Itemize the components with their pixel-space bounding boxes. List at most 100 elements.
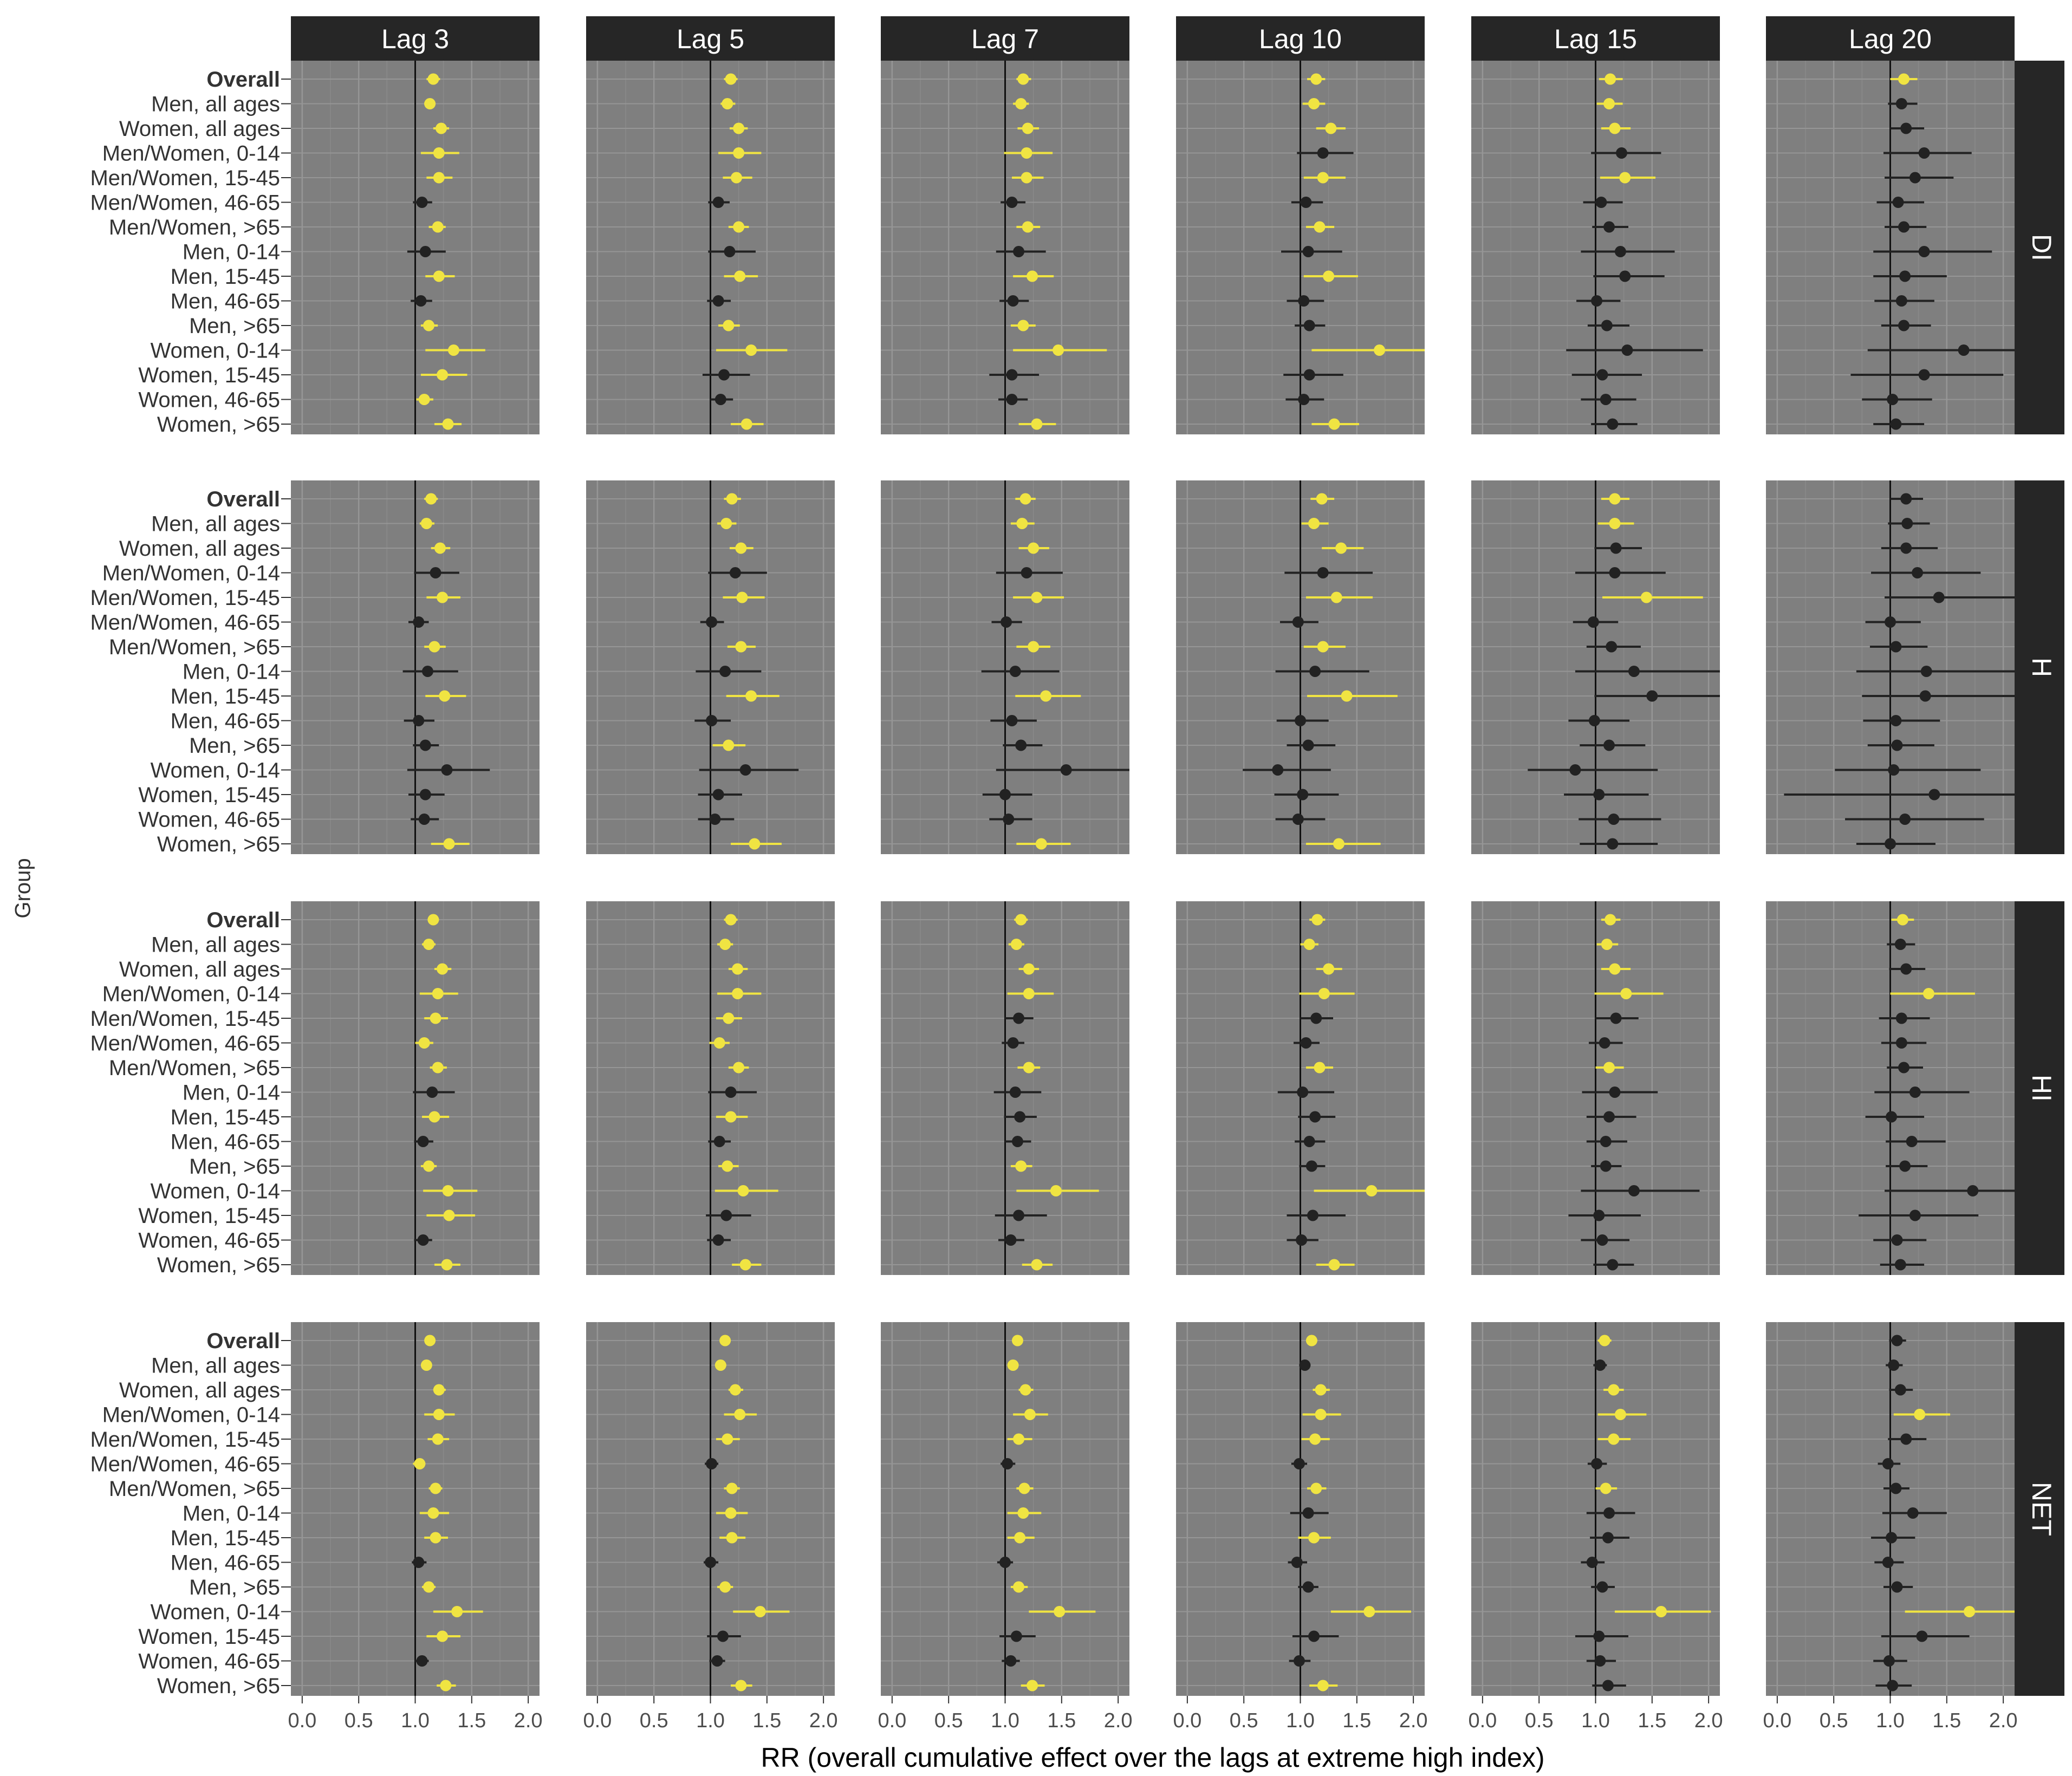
group-label: Women, 46-65 <box>138 388 280 412</box>
point-estimate-women-46-65 <box>709 814 721 825</box>
x-tick-label: 2.0 <box>1399 1709 1428 1732</box>
point-estimate-women-15-45 <box>720 1209 732 1221</box>
point-estimate-women-46-65 <box>715 394 726 405</box>
point-estimate-women-46-65 <box>1596 1234 1608 1246</box>
point-estimate-women-15-45 <box>437 369 449 381</box>
point-estimate-men-women-46-65 <box>1587 616 1599 628</box>
group-label: Women, all ages <box>119 1378 280 1402</box>
point-estimate-women-65 <box>1031 1259 1043 1271</box>
point-estimate-men-15-45 <box>428 1111 440 1123</box>
point-estimate-women-65 <box>1890 418 1902 430</box>
point-estimate-women-46-65 <box>1594 1655 1606 1667</box>
point-estimate-men-all-ages <box>722 98 733 109</box>
point-estimate-men-46-65 <box>1295 715 1306 726</box>
point-estimate-men-15-45 <box>1309 1111 1321 1123</box>
point-estimate-men-women-0-14 <box>1318 988 1330 999</box>
point-estimate-men-women-46-65 <box>1882 1458 1894 1469</box>
point-estimate-women-all-ages <box>729 1384 741 1396</box>
point-estimate-men-women-65 <box>432 1062 444 1074</box>
point-estimate-men-women-46-65 <box>1591 1458 1603 1469</box>
point-estimate-men-65 <box>1013 1581 1025 1593</box>
point-estimate-men-15-45 <box>1323 270 1335 282</box>
point-estimate-men-65 <box>423 1160 435 1172</box>
point-estimate-men-women-0-14 <box>1614 1409 1626 1420</box>
point-estimate-men-15-45 <box>1341 690 1353 702</box>
group-label: Men/Women, 15-45 <box>90 1428 280 1452</box>
point-estimate-overall <box>1896 914 1908 926</box>
point-estimate-overall <box>1311 914 1323 926</box>
point-estimate-overall <box>1898 73 1910 85</box>
point-estimate-women-15-45 <box>1013 1209 1025 1221</box>
point-estimate-men-women-15-45 <box>1640 591 1652 603</box>
point-estimate-women-15-45 <box>1307 1209 1318 1221</box>
x-tick-label: 2.0 <box>1104 1709 1133 1732</box>
point-estimate-men-women-15-45 <box>1013 1433 1025 1445</box>
point-estimate-men-women-46-65 <box>1595 197 1607 208</box>
point-estimate-women-15-45 <box>437 1630 449 1642</box>
point-estimate-men-women-65 <box>1890 641 1902 653</box>
point-estimate-women-all-ages <box>1323 963 1335 975</box>
point-estimate-men-women-65 <box>428 641 440 653</box>
point-estimate-women-46-65 <box>1891 1234 1903 1246</box>
point-estimate-men-women-46-65 <box>1293 1458 1305 1469</box>
point-estimate-overall <box>1011 1335 1023 1346</box>
x-tick-label: 0.0 <box>878 1709 906 1732</box>
point-estimate-women-15-45 <box>443 1209 455 1221</box>
point-estimate-women-15-45 <box>1593 1209 1605 1221</box>
point-estimate-men-all-ages <box>1894 939 1906 950</box>
point-estimate-overall <box>424 1335 436 1346</box>
point-estimate-men-15-45 <box>1886 1532 1898 1544</box>
point-estimate-women-65 <box>1607 838 1619 850</box>
point-estimate-men-15-45 <box>433 270 445 282</box>
point-estimate-men-women-15-45 <box>432 1433 444 1445</box>
point-estimate-women-46-65 <box>1296 1234 1308 1246</box>
point-estimate-men-all-ages <box>1594 1359 1606 1371</box>
point-estimate-men-65 <box>1302 739 1314 751</box>
point-estimate-men-15-45 <box>1602 1532 1614 1544</box>
x-tick-label: 0.0 <box>1173 1709 1201 1732</box>
point-estimate-women-all-ages <box>433 1384 445 1396</box>
point-estimate-men-women-0-14 <box>1914 1409 1926 1420</box>
group-label: Women, 46-65 <box>138 1229 280 1253</box>
point-estimate-men-women-65 <box>1898 221 1910 233</box>
point-estimate-women-0-14 <box>1888 764 1900 776</box>
point-estimate-overall <box>725 914 737 926</box>
group-label: Men, all ages <box>151 933 280 957</box>
point-estimate-women-0-14 <box>1655 1606 1667 1617</box>
point-estimate-men-women-65 <box>1600 1482 1612 1494</box>
point-estimate-men-women-46-65 <box>416 197 428 208</box>
point-estimate-men-0-14 <box>421 666 433 677</box>
point-estimate-women-15-45 <box>1909 1209 1921 1221</box>
point-estimate-men-women-15-45 <box>1619 172 1631 184</box>
group-label: Men, 15-45 <box>171 685 280 708</box>
point-estimate-men-all-ages <box>1895 98 1907 109</box>
point-estimate-men-women-15-45 <box>1933 591 1945 603</box>
point-estimate-women-65 <box>741 418 752 430</box>
point-estimate-women-all-ages <box>1900 122 1912 134</box>
point-estimate-overall <box>1017 73 1029 85</box>
point-estimate-men-65 <box>1017 320 1029 331</box>
point-estimate-men-0-14 <box>725 1087 737 1098</box>
point-estimate-overall <box>1015 914 1027 926</box>
point-estimate-women-65 <box>1027 1680 1038 1692</box>
point-estimate-men-65 <box>1596 1581 1608 1593</box>
point-estimate-women-15-45 <box>1308 1630 1320 1642</box>
group-label: Women, all ages <box>119 537 280 561</box>
group-label: Men, all ages <box>151 1354 280 1378</box>
point-estimate-overall <box>725 73 737 85</box>
point-estimate-women-0-14 <box>1621 344 1633 356</box>
group-label: Women, >65 <box>157 1253 280 1277</box>
point-estimate-men-15-45 <box>745 690 757 702</box>
point-estimate-women-15-45 <box>1593 789 1605 801</box>
point-estimate-overall <box>1316 493 1328 505</box>
group-label: Women, all ages <box>119 117 280 141</box>
point-estimate-overall <box>1019 493 1031 505</box>
point-estimate-men-15-45 <box>1040 690 1052 702</box>
point-estimate-men-women-65 <box>1314 221 1326 233</box>
group-label: Women, >65 <box>157 413 280 437</box>
point-estimate-women-0-14 <box>451 1606 463 1617</box>
x-tick-label: 2.0 <box>1694 1709 1723 1732</box>
row-strip-hi <box>2015 901 2064 1275</box>
point-estimate-men-women-15-45 <box>430 1012 441 1024</box>
point-estimate-women-15-45 <box>1596 369 1608 381</box>
